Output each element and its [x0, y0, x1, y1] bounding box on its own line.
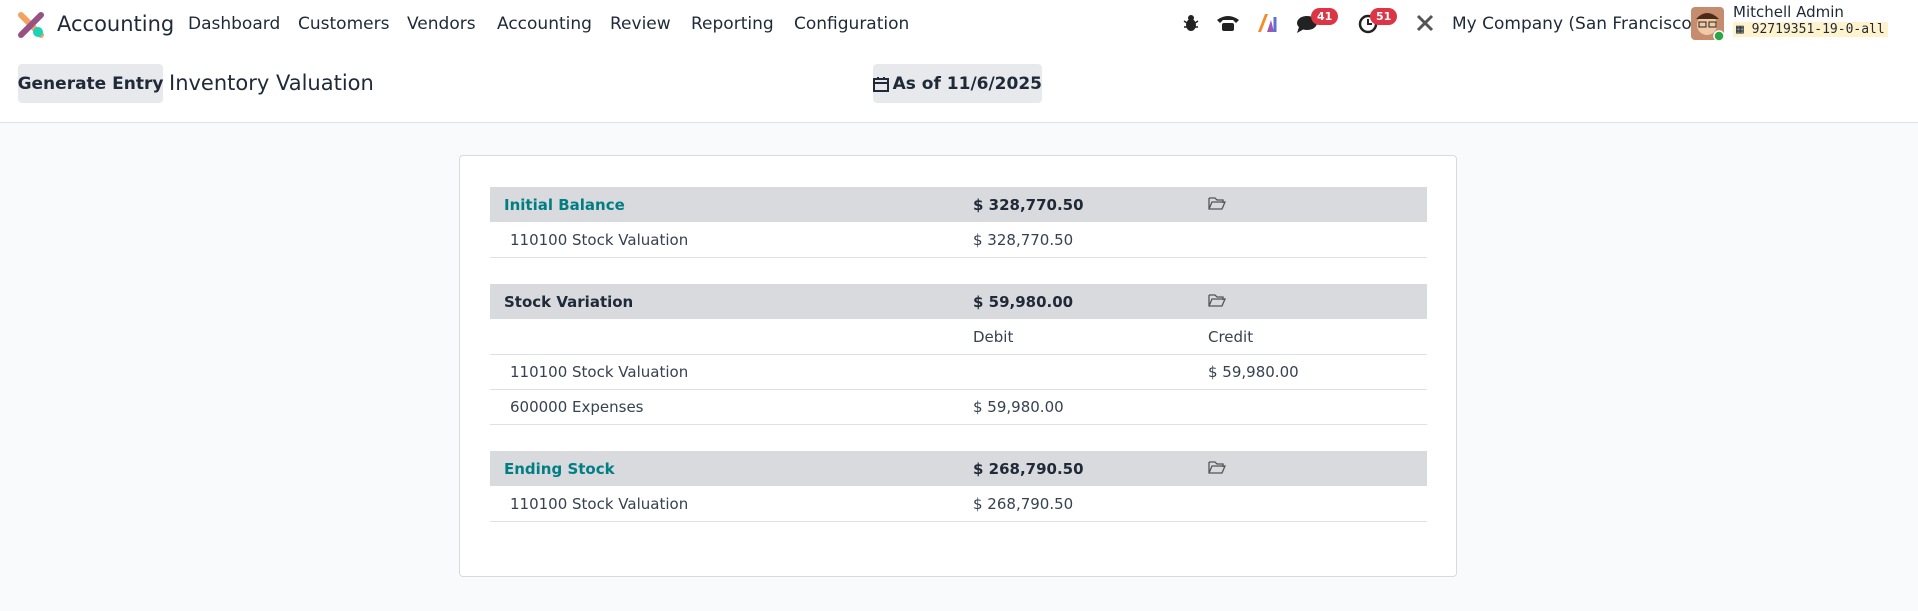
column-header: Debit: [973, 327, 1014, 346]
account: 600000 Expenses: [510, 397, 644, 416]
folder-icon[interactable]: [1208, 460, 1226, 478]
calendar-icon: [873, 76, 889, 92]
account: 110100 Stock Valuation: [510, 494, 689, 513]
report-card: Initial Balance $ 328,770.50 110100 Stock …: [459, 155, 1457, 577]
account: 110100 Stock Valuation: [510, 230, 689, 249]
chat-badge: 41: [1311, 8, 1339, 25]
section-total: $ 268,790.50: [973, 459, 1084, 478]
debit: $ 59,980.00: [973, 397, 1064, 416]
menu-item[interactable]: Vendors: [407, 14, 476, 34]
column-header-row: Debit Credit: [490, 319, 1427, 355]
account: 110100 Stock Valuation: [510, 362, 689, 381]
date-filter[interactable]: As of 11/6/2025: [873, 64, 1042, 103]
company-name[interactable]: My Company (San Francisco): [1452, 14, 1699, 34]
report-line: 110100 Stock Valuation $ 328,770.50: [490, 222, 1427, 258]
page-title: Inventory Valuation: [169, 71, 374, 95]
section-total: $ 59,980.00: [973, 292, 1074, 311]
menu-item[interactable]: Accounting: [497, 14, 592, 34]
section-label[interactable]: Initial Balance: [504, 195, 625, 214]
section-header: Stock Variation $ 59,980.00: [490, 284, 1427, 319]
user-avatar[interactable]: [1691, 7, 1725, 43]
section-label: Stock Variation: [504, 292, 634, 311]
database-text: 92719351-19-0-all: [1751, 22, 1885, 37]
tools-icon[interactable]: [1415, 13, 1435, 33]
menu-item[interactable]: Dashboard: [188, 14, 281, 34]
database-name: ▦ 92719351-19-0-all: [1733, 22, 1888, 37]
ai-icon[interactable]: [1257, 13, 1279, 33]
navbar: Accounting Dashboard Customers Vendors Acco…: [0, 0, 1918, 49]
user-name[interactable]: Mitchell Admin: [1733, 3, 1844, 21]
folder-icon[interactable]: [1208, 293, 1226, 311]
date-filter-text: As of 11/6/2025: [892, 73, 1042, 94]
app-name[interactable]: Accounting: [57, 12, 175, 36]
folder-icon[interactable]: [1208, 196, 1226, 214]
section-header: Ending Stock $ 268,790.50: [490, 451, 1427, 486]
menu-item[interactable]: Reporting: [691, 14, 774, 34]
menu-item[interactable]: Customers: [298, 14, 390, 34]
menu-item[interactable]: Configuration: [794, 14, 910, 34]
section-header: Initial Balance $ 328,770.50: [490, 187, 1427, 222]
menu-item[interactable]: Review: [610, 14, 671, 34]
debit: $ 328,770.50: [973, 230, 1074, 249]
report-line: 600000 Expenses $ 59,980.00: [490, 389, 1427, 425]
control-panel: Generate Entry Inventory Valuation As of…: [0, 49, 1918, 123]
generate-entry-button[interactable]: Generate Entry: [18, 64, 163, 103]
credit: $ 59,980.00: [1208, 362, 1299, 381]
column-header: Credit: [1208, 327, 1254, 346]
activity-badge: 51: [1370, 8, 1398, 25]
section-label[interactable]: Ending Stock: [504, 459, 615, 478]
section-total: $ 328,770.50: [973, 195, 1084, 214]
debug-icon[interactable]: [1182, 13, 1200, 33]
phone-icon[interactable]: [1216, 14, 1240, 32]
report-line: 110100 Stock Valuation $ 59,980.00: [490, 354, 1427, 390]
app-logo[interactable]: [18, 12, 44, 38]
report-line: 110100 Stock Valuation $ 268,790.50: [490, 486, 1427, 522]
debit: $ 268,790.50: [973, 494, 1074, 513]
